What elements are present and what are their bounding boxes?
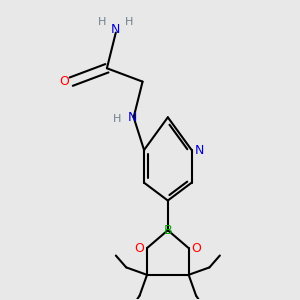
Text: O: O (191, 242, 201, 255)
Text: B: B (164, 224, 172, 237)
Text: N: N (195, 143, 205, 157)
Text: H: H (98, 17, 106, 27)
Text: N: N (111, 23, 121, 36)
Text: N: N (128, 111, 137, 124)
Text: H: H (125, 17, 134, 27)
Text: O: O (59, 75, 69, 88)
Text: O: O (135, 242, 145, 255)
Text: H: H (113, 114, 122, 124)
